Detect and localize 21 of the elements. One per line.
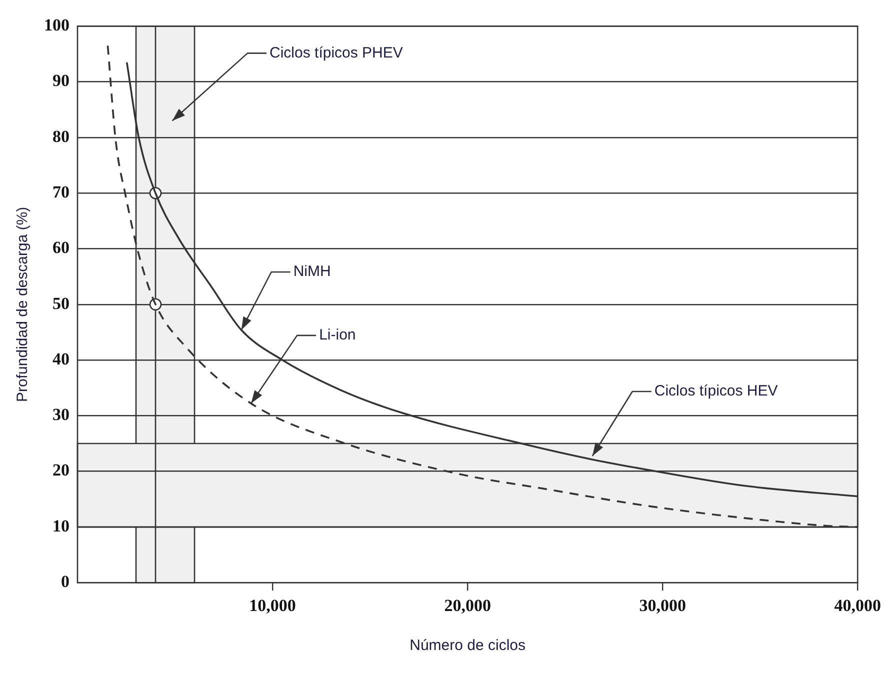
y-tick-label: 100 bbox=[44, 16, 70, 35]
x-tick-label: 40,000 bbox=[834, 596, 881, 616]
y-tick-label: 20 bbox=[52, 460, 70, 480]
y-tick-label: 40 bbox=[52, 349, 70, 368]
y-axis-title: Profundidad de descarga (%) bbox=[14, 206, 32, 402]
x-tick-label: 30,000 bbox=[639, 596, 686, 616]
y-tick-label: 10 bbox=[52, 516, 70, 536]
y-tick-label: 30 bbox=[52, 405, 70, 424]
y-tick-label: 80 bbox=[52, 126, 70, 146]
band-label: Ciclos típicos PHEV bbox=[270, 44, 403, 62]
band-label: Ciclos típicos HEV bbox=[654, 382, 778, 400]
y-tick-label: 70 bbox=[52, 182, 70, 202]
y-tick-label: 50 bbox=[52, 294, 70, 313]
annotation: NiMH bbox=[293, 263, 331, 280]
x-tick-label: 10,000 bbox=[249, 596, 296, 616]
x-tick-label: 20,000 bbox=[444, 596, 491, 616]
y-tick-label: 0 bbox=[61, 572, 70, 591]
annotation: Li-ion bbox=[319, 326, 356, 344]
y-tick-label: 90 bbox=[52, 71, 70, 90]
x-axis-title: Número de ciclos bbox=[410, 637, 526, 654]
y-tick-label: 60 bbox=[52, 238, 70, 258]
